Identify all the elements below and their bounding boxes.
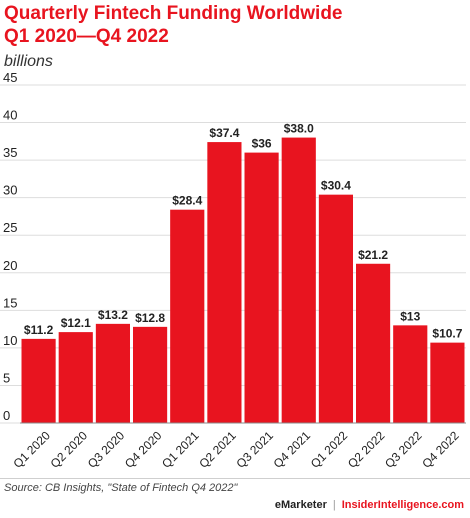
x-tick-label: Q1 2020 bbox=[10, 428, 53, 471]
brand-footer: eMarketer | InsiderIntelligence.com bbox=[275, 499, 464, 511]
x-tick-label: Q1 2021 bbox=[159, 428, 202, 471]
x-tick-label: Q4 2022 bbox=[419, 428, 462, 471]
x-tick-label: Q4 2021 bbox=[271, 428, 314, 471]
data-label: $11.2 bbox=[24, 323, 54, 337]
bar bbox=[170, 209, 205, 423]
emarketer-logo: eMarketer bbox=[274, 499, 327, 511]
y-tick-label: 20 bbox=[3, 258, 17, 273]
y-tick-label: 40 bbox=[3, 108, 17, 123]
bar bbox=[95, 323, 130, 423]
y-tick-label: 45 bbox=[3, 70, 17, 85]
bar bbox=[281, 137, 316, 424]
source-note: Source: CB Insights, "State of Fintech Q… bbox=[4, 482, 238, 494]
y-tick-label: 35 bbox=[3, 145, 17, 160]
bar bbox=[318, 194, 353, 423]
footer-divider bbox=[0, 478, 470, 479]
bar bbox=[207, 142, 242, 423]
bar bbox=[133, 326, 168, 423]
bar bbox=[356, 263, 391, 423]
y-tick-label: 30 bbox=[3, 183, 17, 198]
data-label: $30.4 bbox=[321, 179, 351, 193]
data-label: $28.4 bbox=[172, 194, 202, 208]
chart-title-line-1: Quarterly Fintech Funding Worldwide bbox=[4, 3, 343, 24]
x-tick-label: Q4 2020 bbox=[122, 428, 165, 471]
chart-title-line-2: Q1 2020—Q4 2022 bbox=[4, 26, 169, 47]
y-tick-label: 25 bbox=[3, 220, 17, 235]
chart-title: Quarterly Fintech Funding Worldwide Q1 2… bbox=[4, 2, 343, 48]
bar-chart: 0 5 10 15 20 25 30 35 40 45 $11.2 Q1 2020 $12.1 Q2 20… bbox=[0, 70, 466, 471]
x-tick-label: Q2 2021 bbox=[196, 428, 239, 471]
y-tick-label: 15 bbox=[3, 295, 17, 310]
x-tick-label: Q2 2022 bbox=[345, 428, 388, 471]
bar bbox=[58, 332, 93, 423]
x-tick-label: Q2 2020 bbox=[48, 428, 91, 471]
bar bbox=[393, 325, 428, 423]
bar bbox=[244, 152, 279, 423]
y-tick-label: 0 bbox=[3, 408, 10, 423]
x-tick-label: Q1 2022 bbox=[308, 428, 351, 471]
brand-separator: | bbox=[332, 499, 336, 511]
data-label: $12.8 bbox=[135, 311, 165, 325]
x-tick-label: Q3 2021 bbox=[233, 428, 276, 471]
chart-subtitle: billions bbox=[4, 53, 53, 70]
x-tick-label: Q3 2020 bbox=[85, 428, 128, 471]
data-label: $12.1 bbox=[61, 316, 91, 330]
data-label: $13 bbox=[400, 309, 420, 323]
data-label: $36 bbox=[252, 137, 272, 151]
insider-intelligence-logo: InsiderIntelligence.com bbox=[341, 499, 464, 511]
data-label: $13.2 bbox=[98, 308, 128, 322]
y-tick-label: 5 bbox=[3, 370, 10, 385]
data-label: $37.4 bbox=[209, 126, 239, 140]
data-label: $38.0 bbox=[284, 122, 314, 136]
x-tick-label: Q3 2022 bbox=[382, 428, 425, 471]
y-tick-label: 10 bbox=[3, 333, 17, 348]
bar bbox=[21, 338, 56, 423]
data-label: $10.7 bbox=[432, 327, 462, 341]
data-label: $21.2 bbox=[358, 248, 388, 262]
bar bbox=[430, 342, 465, 423]
